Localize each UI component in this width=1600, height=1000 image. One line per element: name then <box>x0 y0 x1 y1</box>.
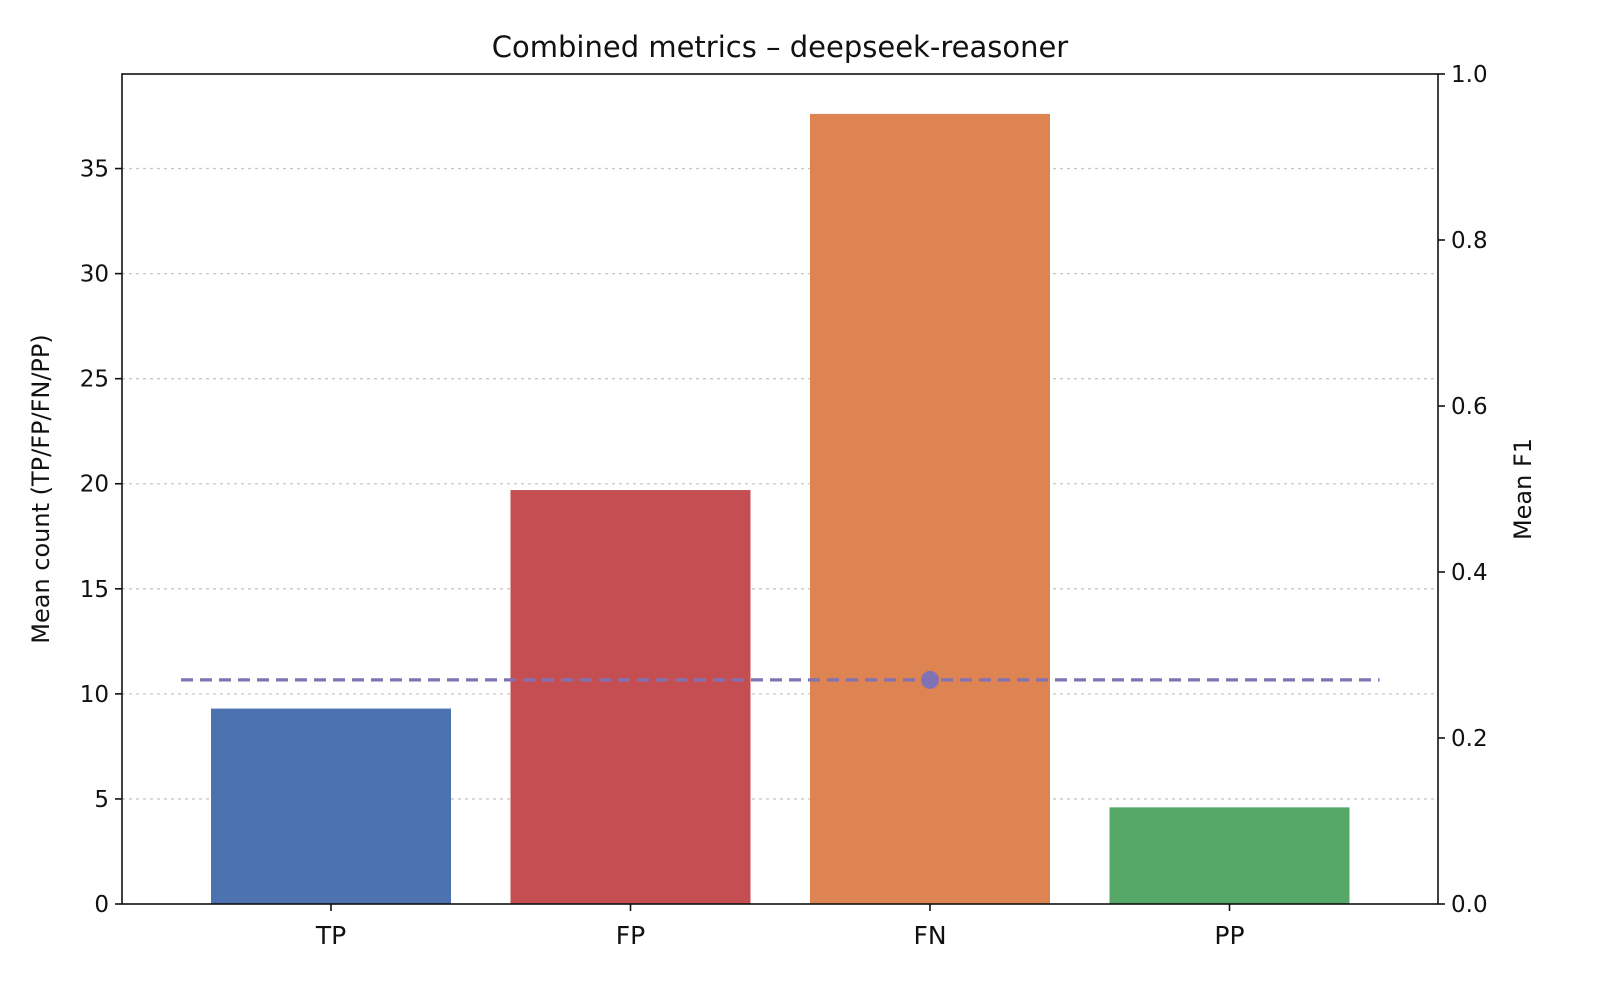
x-tick-label: TP <box>315 921 346 950</box>
y-tick-label: 25 <box>80 367 109 393</box>
bar-tp <box>211 708 451 904</box>
chart-title: Combined metrics – deepseek-reasoner <box>492 30 1069 64</box>
plot-frame <box>121 73 1439 905</box>
y-tick-label: 30 <box>80 262 109 288</box>
y-tick-label: 15 <box>80 577 109 603</box>
y2-axis-label: Mean F1 <box>1509 438 1537 540</box>
grid-lines <box>122 167 1438 800</box>
f1-series <box>181 670 1380 689</box>
bars <box>211 113 1350 904</box>
y2-tick-label: 0.6 <box>1451 394 1488 420</box>
y2-tick-label: 0.0 <box>1451 892 1488 918</box>
y2-tick-label: 0.8 <box>1451 228 1488 254</box>
y-tick-label: 10 <box>80 682 109 708</box>
y-tick-label: 5 <box>94 787 109 813</box>
x-tick-label: PP <box>1214 921 1244 950</box>
x-tick-label: FP <box>616 921 645 950</box>
y-axis-label: Mean count (TP/FP/FN/PP) <box>27 334 55 643</box>
y2-tick-label: 0.4 <box>1451 560 1488 586</box>
y2-tick-label: 0.2 <box>1451 726 1488 752</box>
y2-tick-label: 1.0 <box>1451 62 1488 88</box>
bar-fp <box>510 490 751 904</box>
bar-pp <box>1109 807 1350 904</box>
x-tick-label: FN <box>913 921 946 950</box>
y-tick-label: 0 <box>94 892 109 918</box>
x-axis-ticks: TP FP FN PP <box>315 904 1245 950</box>
y-tick-label: 20 <box>80 472 109 498</box>
f1-marker-point <box>921 670 939 689</box>
y-tick-label: 35 <box>80 157 109 183</box>
bar-fn <box>810 113 1050 904</box>
left-y-axis-ticks: 0 5 10 15 20 25 30 35 <box>80 157 122 918</box>
right-y-axis-ticks: 0.0 0.2 0.4 0.6 0.8 1.0 <box>1438 62 1488 918</box>
